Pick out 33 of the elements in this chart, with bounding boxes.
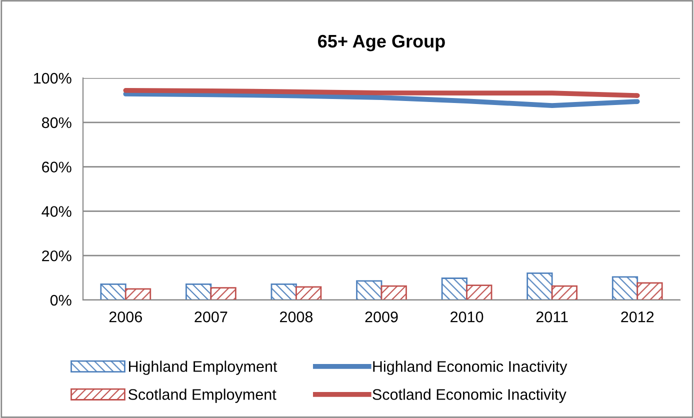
bar: [612, 276, 638, 300]
bar: [124, 288, 152, 300]
bar: [356, 280, 382, 300]
bar: [210, 287, 236, 300]
x-tick-label: 2012: [621, 312, 654, 322]
x-tick-label: 2011: [536, 312, 568, 322]
bar: [380, 285, 407, 300]
chart-title: 65+ Age Group: [318, 34, 445, 52]
x-tick-label: 2007: [194, 312, 228, 322]
legend-label: Scotland Employment: [128, 388, 276, 403]
y-tick-label: 60%: [42, 162, 72, 172]
legend-label: Scotland Economic Inactivity: [372, 388, 566, 403]
x-tick-label: 2008: [280, 312, 313, 322]
bar: [441, 278, 468, 300]
bar: [296, 286, 322, 300]
x-tick-label: 2009: [365, 312, 398, 322]
bar: [526, 272, 553, 300]
y-tick-label: 100%: [34, 72, 72, 84]
bar: [270, 284, 297, 300]
y-tick-label: 40%: [42, 206, 72, 217]
bar: [466, 284, 492, 300]
line-series: [123, 92, 640, 108]
bar: [636, 282, 663, 300]
legend-label: Highland Employment: [129, 360, 278, 375]
y-tick-label: 0%: [50, 294, 72, 306]
bar: [100, 284, 126, 300]
bar: [186, 284, 212, 300]
y-tick-label: 80%: [42, 117, 72, 128]
y-tick-label: 20%: [42, 250, 72, 262]
bar: [551, 285, 578, 300]
x-tick-label: 2006: [109, 312, 142, 322]
legend-label: Highland Economic Inactivity: [373, 360, 568, 375]
x-tick-label: 2010: [450, 312, 484, 322]
